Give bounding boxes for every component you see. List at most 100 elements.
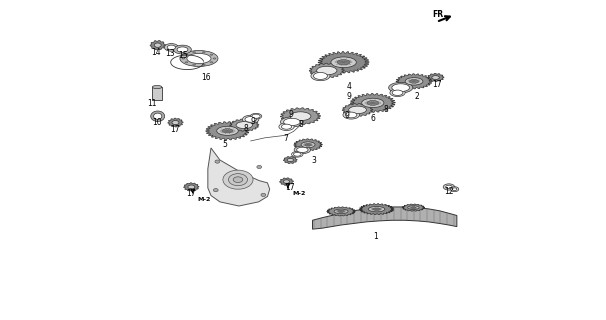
Polygon shape: [279, 178, 293, 185]
Ellipse shape: [193, 52, 196, 53]
Ellipse shape: [392, 90, 403, 95]
Text: 13: 13: [165, 49, 175, 58]
Ellipse shape: [281, 124, 291, 129]
Text: 17: 17: [432, 80, 442, 89]
Ellipse shape: [345, 112, 357, 118]
Ellipse shape: [294, 146, 311, 154]
Polygon shape: [350, 93, 395, 112]
Ellipse shape: [331, 57, 356, 68]
Polygon shape: [309, 63, 344, 78]
Ellipse shape: [290, 112, 311, 121]
Ellipse shape: [373, 208, 381, 210]
Text: 8: 8: [384, 105, 388, 114]
Text: M-2: M-2: [197, 197, 210, 202]
Ellipse shape: [210, 54, 213, 55]
Text: 17: 17: [187, 189, 196, 198]
Ellipse shape: [313, 72, 327, 79]
Ellipse shape: [217, 126, 238, 135]
Ellipse shape: [252, 114, 260, 118]
Polygon shape: [284, 156, 297, 164]
Ellipse shape: [367, 100, 379, 105]
Polygon shape: [168, 118, 183, 127]
Ellipse shape: [172, 121, 179, 124]
Ellipse shape: [311, 71, 330, 81]
Ellipse shape: [257, 165, 262, 169]
Text: 17: 17: [285, 183, 295, 192]
Ellipse shape: [297, 147, 308, 152]
Ellipse shape: [338, 210, 344, 212]
Text: 12: 12: [444, 187, 454, 196]
Text: FR.: FR.: [433, 10, 447, 19]
Ellipse shape: [245, 116, 256, 122]
Ellipse shape: [279, 123, 294, 131]
Ellipse shape: [362, 98, 384, 108]
Ellipse shape: [338, 60, 350, 65]
Ellipse shape: [305, 143, 311, 146]
Ellipse shape: [388, 82, 413, 93]
Ellipse shape: [301, 142, 315, 148]
FancyBboxPatch shape: [152, 87, 162, 100]
Ellipse shape: [343, 111, 359, 119]
Ellipse shape: [284, 118, 300, 125]
Ellipse shape: [188, 185, 195, 189]
Ellipse shape: [167, 45, 176, 50]
Ellipse shape: [250, 113, 262, 119]
Text: 9: 9: [250, 117, 255, 126]
Text: 11: 11: [148, 99, 157, 108]
Ellipse shape: [233, 177, 243, 182]
Ellipse shape: [450, 187, 459, 192]
Text: 4: 4: [346, 82, 351, 91]
Text: 14: 14: [152, 48, 161, 57]
Text: 5: 5: [223, 140, 228, 149]
Polygon shape: [184, 183, 199, 191]
Ellipse shape: [187, 53, 211, 64]
Text: M-2: M-2: [293, 191, 306, 196]
Ellipse shape: [410, 79, 419, 83]
Text: 10: 10: [152, 118, 162, 127]
Ellipse shape: [261, 193, 265, 196]
Ellipse shape: [443, 184, 454, 190]
Ellipse shape: [411, 207, 416, 208]
Ellipse shape: [453, 188, 457, 190]
Polygon shape: [281, 108, 321, 124]
Ellipse shape: [202, 64, 205, 65]
Text: 8: 8: [244, 124, 248, 133]
Ellipse shape: [151, 111, 165, 122]
Ellipse shape: [348, 106, 367, 114]
Ellipse shape: [210, 62, 213, 63]
Ellipse shape: [180, 51, 218, 67]
Ellipse shape: [334, 209, 348, 214]
Ellipse shape: [390, 89, 405, 97]
Ellipse shape: [293, 152, 301, 156]
Text: 15: 15: [178, 52, 188, 60]
Text: 9: 9: [347, 92, 351, 101]
Ellipse shape: [223, 170, 253, 189]
Polygon shape: [327, 207, 355, 216]
Text: 6: 6: [371, 114, 376, 123]
Text: 9: 9: [288, 110, 293, 119]
Text: 17: 17: [171, 125, 181, 134]
Text: 7: 7: [283, 134, 288, 143]
Ellipse shape: [446, 185, 452, 189]
Ellipse shape: [153, 113, 162, 119]
Ellipse shape: [185, 54, 188, 55]
Text: 3: 3: [311, 156, 316, 164]
Polygon shape: [294, 139, 322, 151]
Ellipse shape: [368, 206, 385, 212]
Ellipse shape: [222, 129, 233, 133]
Text: 16: 16: [201, 73, 211, 82]
Ellipse shape: [185, 62, 188, 63]
Ellipse shape: [215, 160, 220, 163]
Polygon shape: [396, 74, 432, 89]
Ellipse shape: [152, 85, 162, 89]
Ellipse shape: [291, 151, 303, 157]
Text: 9: 9: [345, 111, 350, 120]
Ellipse shape: [164, 44, 178, 51]
Ellipse shape: [154, 43, 161, 47]
Text: 1: 1: [373, 232, 378, 241]
Polygon shape: [206, 122, 249, 140]
Polygon shape: [359, 204, 394, 215]
Text: 2: 2: [414, 92, 419, 101]
Ellipse shape: [281, 117, 304, 127]
Polygon shape: [402, 204, 425, 211]
